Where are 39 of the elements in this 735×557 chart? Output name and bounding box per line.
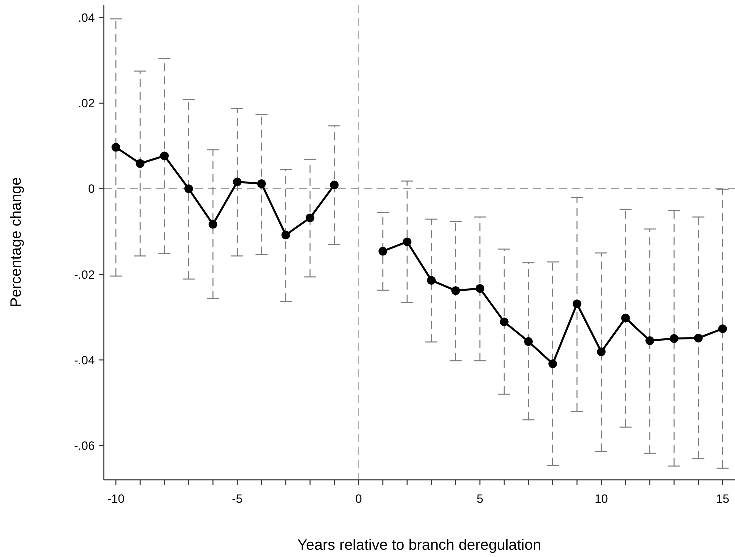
x-tick-label: -5 — [232, 492, 244, 506]
x-tick-label: 0 — [355, 492, 362, 506]
point — [402, 238, 412, 246]
y-tick-label: .04 — [78, 11, 96, 26]
point — [160, 152, 170, 160]
x-tick-label: 5 — [476, 492, 484, 506]
y-axis-title: Percentage change — [8, 177, 25, 308]
y-tick-label: .02 — [78, 96, 96, 111]
point — [621, 314, 630, 323]
point — [282, 230, 290, 240]
point — [572, 300, 582, 308]
point — [330, 180, 339, 190]
x-tick-label: 15 — [716, 492, 730, 506]
x-tick-label: 10 — [594, 492, 609, 506]
point — [476, 284, 485, 294]
point — [184, 184, 194, 194]
point — [670, 334, 679, 344]
point — [136, 159, 145, 168]
point — [306, 214, 315, 222]
point — [694, 334, 703, 343]
x-axis-title: Years relative to branch deregulation — [298, 537, 542, 554]
y-tick-label: -.04 — [74, 353, 96, 368]
point — [548, 360, 558, 368]
point — [378, 247, 388, 256]
point — [427, 276, 436, 285]
point — [257, 180, 266, 188]
point — [718, 324, 728, 334]
y-tick-label: 0 — [88, 182, 96, 196]
point — [646, 336, 654, 346]
point — [452, 286, 460, 296]
point — [597, 348, 606, 356]
point — [524, 337, 534, 346]
y-tick-label: -.06 — [74, 438, 96, 453]
x-tick-label: -10 — [107, 492, 126, 506]
point — [233, 178, 242, 187]
point — [500, 318, 509, 326]
y-tick-label: -.02 — [74, 268, 96, 282]
point — [112, 143, 121, 152]
point — [208, 220, 218, 229]
